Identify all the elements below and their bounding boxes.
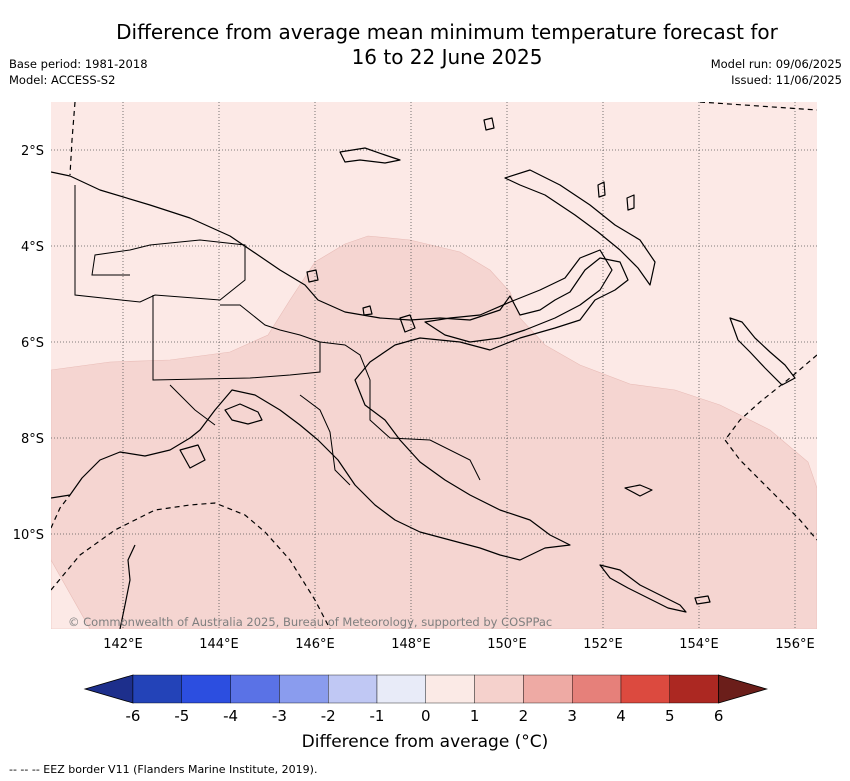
meta-right: Model run: 09/06/2025 Issued: 11/06/2025: [711, 56, 842, 88]
lon-label: 154°E: [679, 637, 719, 652]
colorbar-swatch: [523, 674, 573, 704]
longitude-labels: 142°E 144°E 146°E 148°E 150°E 152°E 154°…: [103, 637, 815, 652]
lon-label: 144°E: [199, 637, 239, 652]
bougainville-coast: [729, 317, 796, 386]
colorbar-tick-label: -3: [272, 707, 287, 725]
colorbar-tick-label: 4: [616, 707, 626, 725]
colorbar-tick-label: 6: [714, 707, 724, 725]
model-name: Model: ACCESS-S2: [9, 73, 116, 87]
colorbar-swatch: [230, 674, 280, 704]
provincial-borders: [74, 185, 481, 486]
issued-date: Issued: 11/06/2025: [731, 73, 842, 87]
island-4: [399, 314, 416, 333]
lat-label: 6°S: [21, 336, 44, 351]
lat-label: 4°S: [21, 240, 44, 255]
new-guinea-coast: [51, 171, 629, 561]
colorbar-tick-label: 5: [665, 707, 675, 725]
lon-label: 152°E: [583, 637, 623, 652]
anomaly-corner-0-to-1: [51, 559, 91, 629]
colorbar-extend-low: [83, 674, 134, 704]
lat-label: 10°S: [13, 528, 44, 543]
colorbar-tick-label: -1: [370, 707, 385, 725]
torres-islands: [179, 444, 206, 469]
new-britain-coast: [424, 249, 613, 343]
eez-borders: [51, 102, 817, 629]
cape-york-coast: [119, 544, 136, 629]
colorbar-swatch: [572, 674, 622, 704]
colorbar-tick-label: -2: [321, 707, 336, 725]
louisiade-1: [599, 564, 687, 613]
colorbar-swatch: [132, 674, 182, 704]
manus-island: [339, 147, 401, 164]
base-period: Base period: 1981-2018: [9, 57, 148, 71]
colorbar-swatch: [425, 674, 475, 704]
lon-label: 146°E: [295, 637, 335, 652]
lon-label: 142°E: [103, 637, 143, 652]
map-copyright: © Commonwealth of Australia 2025, Bureau…: [68, 615, 552, 629]
colorbar-tick-label: -6: [126, 707, 141, 725]
anomaly-region-1-to-2: [51, 235, 817, 629]
colorbar-swatch: [474, 674, 524, 704]
island-3: [626, 194, 635, 211]
new-ireland-coast: [504, 169, 656, 286]
map-panel: © Commonwealth of Australia 2025, Bureau…: [51, 102, 817, 629]
island-2: [597, 181, 606, 198]
colorbar-extend-high: [718, 674, 769, 704]
eez-legend: -- -- -- EEZ border V11 (Flanders Marine…: [9, 763, 318, 776]
lat-label: 2°S: [21, 144, 44, 159]
colorbar-swatch: [328, 674, 378, 704]
colorbar-tick-label: 3: [567, 707, 577, 725]
lon-label: 148°E: [391, 637, 431, 652]
louisiade-3: [694, 595, 711, 605]
gulf-islands: [224, 403, 263, 425]
graticule: [51, 102, 817, 629]
colorbar-swatch: [669, 674, 719, 704]
colorbar-ticks: -6 -5 -4 -3 -2 -1 0 1 2 3 4 5 6: [126, 707, 724, 725]
colorbar-swatch: [376, 674, 426, 704]
lon-label: 150°E: [487, 637, 527, 652]
colorbar-tick-label: 1: [470, 707, 480, 725]
colorbar-swatch: [279, 674, 329, 704]
colorbar-title: Difference from average (°C): [301, 732, 549, 752]
meta-left: Base period: 1981-2018 Model: ACCESS-S2: [9, 56, 148, 88]
latitude-labels: 2°S 4°S 6°S 8°S 10°S: [13, 144, 44, 543]
lon-label: 156°E: [775, 637, 815, 652]
colorbar-tick-label: -4: [223, 707, 238, 725]
colorbar-swatch: [620, 674, 670, 704]
island-6: [362, 305, 373, 316]
title-line-1: Difference from average mean minimum tem…: [116, 20, 778, 44]
colorbar: [83, 674, 769, 704]
island-5: [306, 269, 319, 283]
title-line-2: 16 to 22 June 2025: [351, 45, 543, 69]
colorbar-swatch: [181, 674, 231, 704]
colorbar-tick-label: -5: [174, 707, 189, 725]
colorbar-tick-label: 0: [421, 707, 431, 725]
coastlines: [51, 117, 796, 629]
model-run: Model run: 09/06/2025: [710, 57, 842, 71]
lat-label: 8°S: [21, 432, 44, 447]
island-1: [483, 117, 495, 131]
louisiade-2: [624, 484, 653, 497]
page-title: Difference from average mean minimum tem…: [80, 20, 814, 70]
colorbar-tick-label: 2: [519, 707, 529, 725]
